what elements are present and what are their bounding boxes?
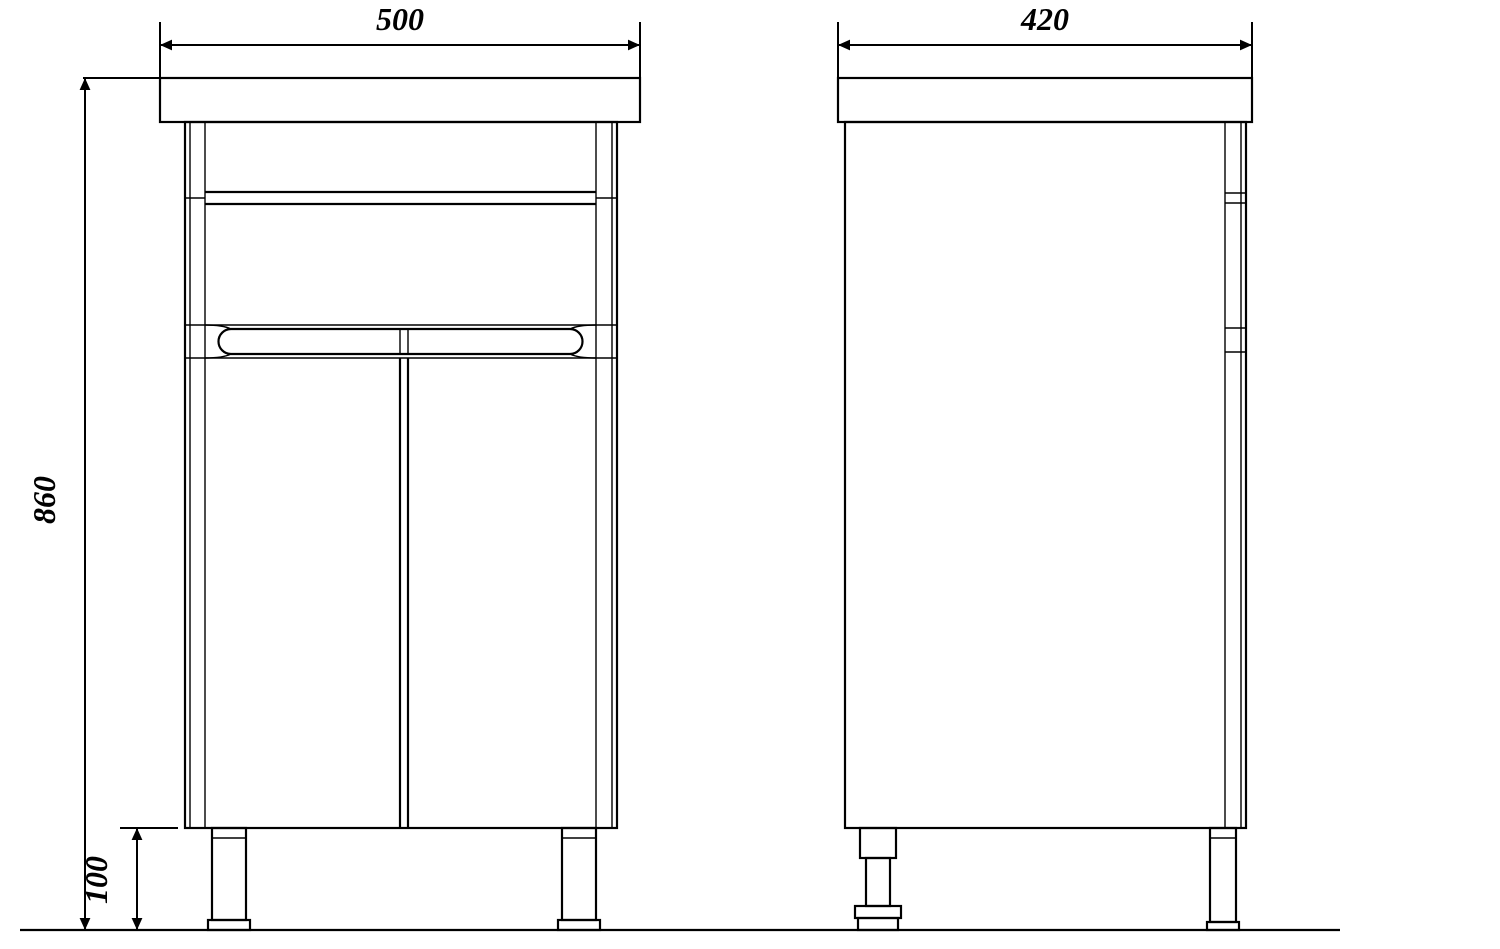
side-leg-back	[1210, 828, 1236, 922]
front-leg-right	[562, 828, 596, 920]
front-top-slab	[160, 78, 640, 122]
technical-drawing: 860 100 500 420	[0, 0, 1500, 949]
side-body	[845, 122, 1246, 828]
dim-label-width-front: 500	[376, 1, 424, 37]
dim-label-height: 860	[26, 476, 62, 524]
side-leg-front	[858, 918, 898, 930]
front-view	[160, 22, 640, 930]
front-leg-left	[212, 828, 246, 920]
side-view	[838, 22, 1252, 930]
side-top-slab	[838, 78, 1252, 122]
dim-label-leg: 100	[78, 856, 114, 904]
dim-label-width-side: 420	[1020, 1, 1069, 37]
